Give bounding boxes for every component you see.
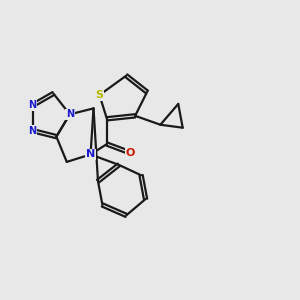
Text: N: N [28,100,37,110]
Text: N: N [86,149,95,160]
Text: N: N [28,126,37,136]
Text: N: N [66,109,74,119]
Text: S: S [95,90,104,100]
Text: O: O [126,148,135,158]
